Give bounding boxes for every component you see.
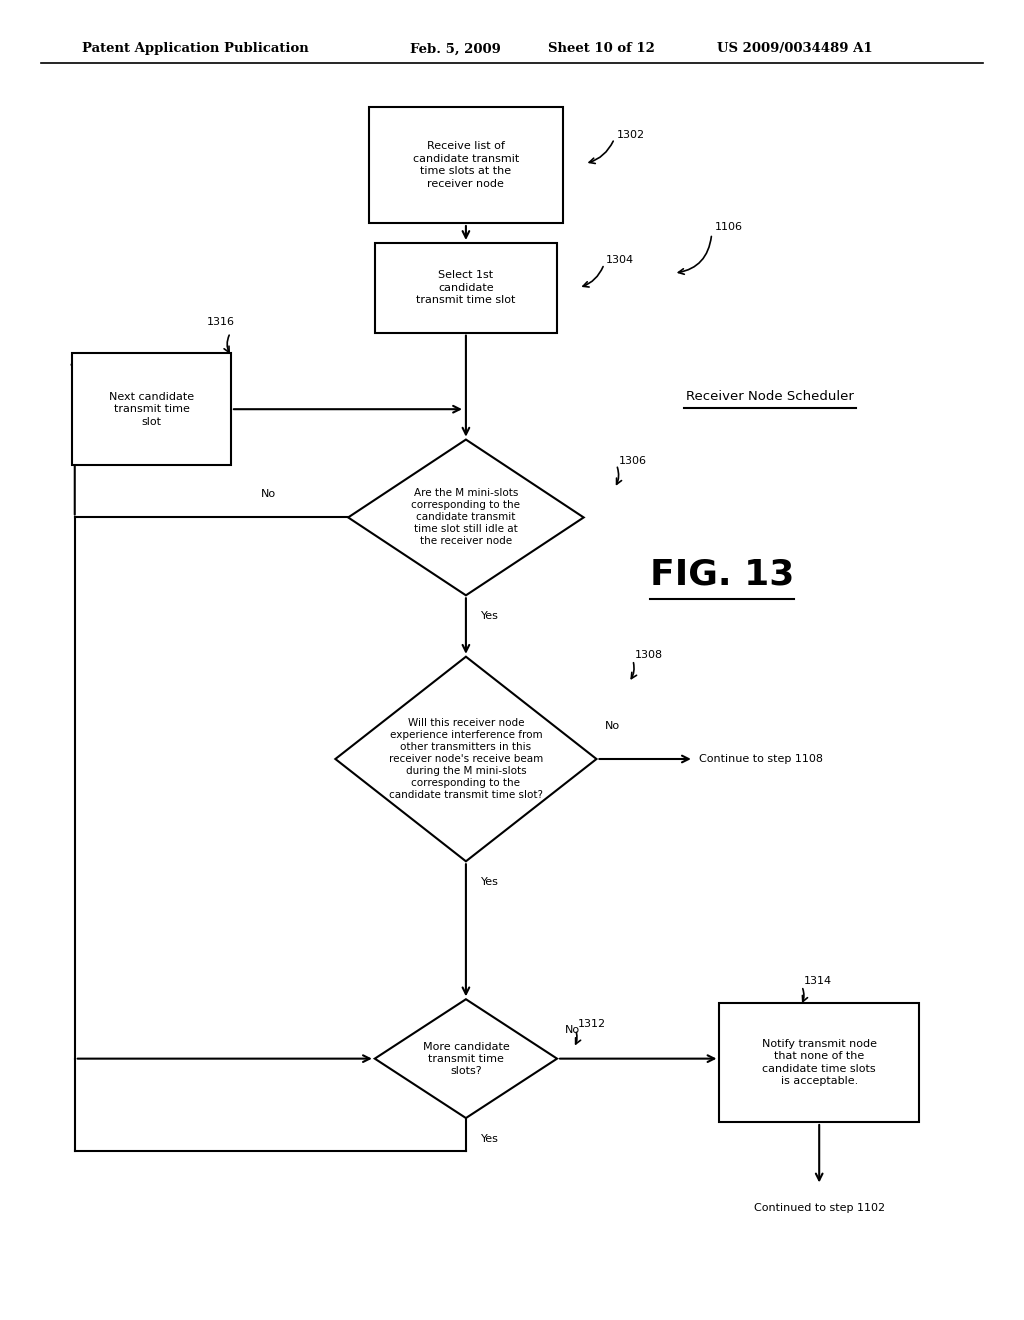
Text: Receiver Node Scheduler: Receiver Node Scheduler <box>686 389 854 403</box>
Text: No: No <box>565 1024 581 1035</box>
Text: Continued to step 1102: Continued to step 1102 <box>754 1203 885 1213</box>
Text: US 2009/0034489 A1: US 2009/0034489 A1 <box>717 42 872 55</box>
Text: Will this receiver node
experience interference from
other transmitters in this
: Will this receiver node experience inter… <box>389 718 543 800</box>
Polygon shape <box>336 657 596 862</box>
Text: Are the M mini-slots
corresponding to the
candidate transmit
time slot still idl: Are the M mini-slots corresponding to th… <box>412 488 520 546</box>
Polygon shape <box>348 440 584 595</box>
Text: 1314: 1314 <box>804 975 831 986</box>
FancyBboxPatch shape <box>369 107 563 223</box>
Text: No: No <box>604 721 620 731</box>
Text: Patent Application Publication: Patent Application Publication <box>82 42 308 55</box>
Text: 1316: 1316 <box>207 317 234 327</box>
FancyBboxPatch shape <box>72 354 230 466</box>
Text: Continue to step 1108: Continue to step 1108 <box>698 754 823 764</box>
Text: Sheet 10 of 12: Sheet 10 of 12 <box>548 42 654 55</box>
Text: More candidate
transmit time
slots?: More candidate transmit time slots? <box>423 1041 509 1076</box>
Text: Yes: Yes <box>481 1134 499 1144</box>
Text: 1308: 1308 <box>635 649 663 660</box>
Text: No: No <box>261 488 276 499</box>
Text: Yes: Yes <box>481 611 499 622</box>
Text: 1106: 1106 <box>715 222 742 232</box>
Text: Receive list of
candidate transmit
time slots at the
receiver node: Receive list of candidate transmit time … <box>413 141 519 189</box>
Text: 1304: 1304 <box>606 255 634 265</box>
Text: Select 1st
candidate
transmit time slot: Select 1st candidate transmit time slot <box>416 271 516 305</box>
Text: Yes: Yes <box>481 878 499 887</box>
Text: Next candidate
transmit time
slot: Next candidate transmit time slot <box>109 392 195 426</box>
Text: 1306: 1306 <box>618 455 646 466</box>
Text: Notify transmit node
that none of the
candidate time slots
is acceptable.: Notify transmit node that none of the ca… <box>762 1039 877 1086</box>
FancyBboxPatch shape <box>375 243 557 333</box>
Text: FIG. 13: FIG. 13 <box>650 557 794 591</box>
Text: 1302: 1302 <box>616 129 644 140</box>
Text: 1312: 1312 <box>578 1019 605 1030</box>
FancyBboxPatch shape <box>719 1003 920 1122</box>
Polygon shape <box>375 999 557 1118</box>
Text: Feb. 5, 2009: Feb. 5, 2009 <box>410 42 501 55</box>
